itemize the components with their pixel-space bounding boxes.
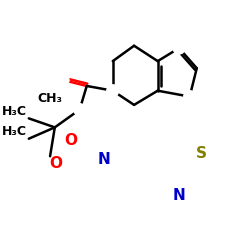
- Text: S: S: [196, 146, 206, 161]
- Circle shape: [107, 85, 119, 96]
- Text: N: N: [97, 152, 110, 167]
- Circle shape: [184, 91, 196, 102]
- Text: O: O: [64, 133, 77, 148]
- Text: N: N: [173, 188, 186, 203]
- Circle shape: [74, 104, 86, 116]
- Text: CH₃: CH₃: [38, 92, 62, 105]
- Circle shape: [57, 74, 69, 86]
- Text: H₃C: H₃C: [2, 105, 27, 118]
- Text: O: O: [49, 156, 62, 171]
- Text: H₃C: H₃C: [2, 125, 27, 138]
- Circle shape: [173, 42, 185, 54]
